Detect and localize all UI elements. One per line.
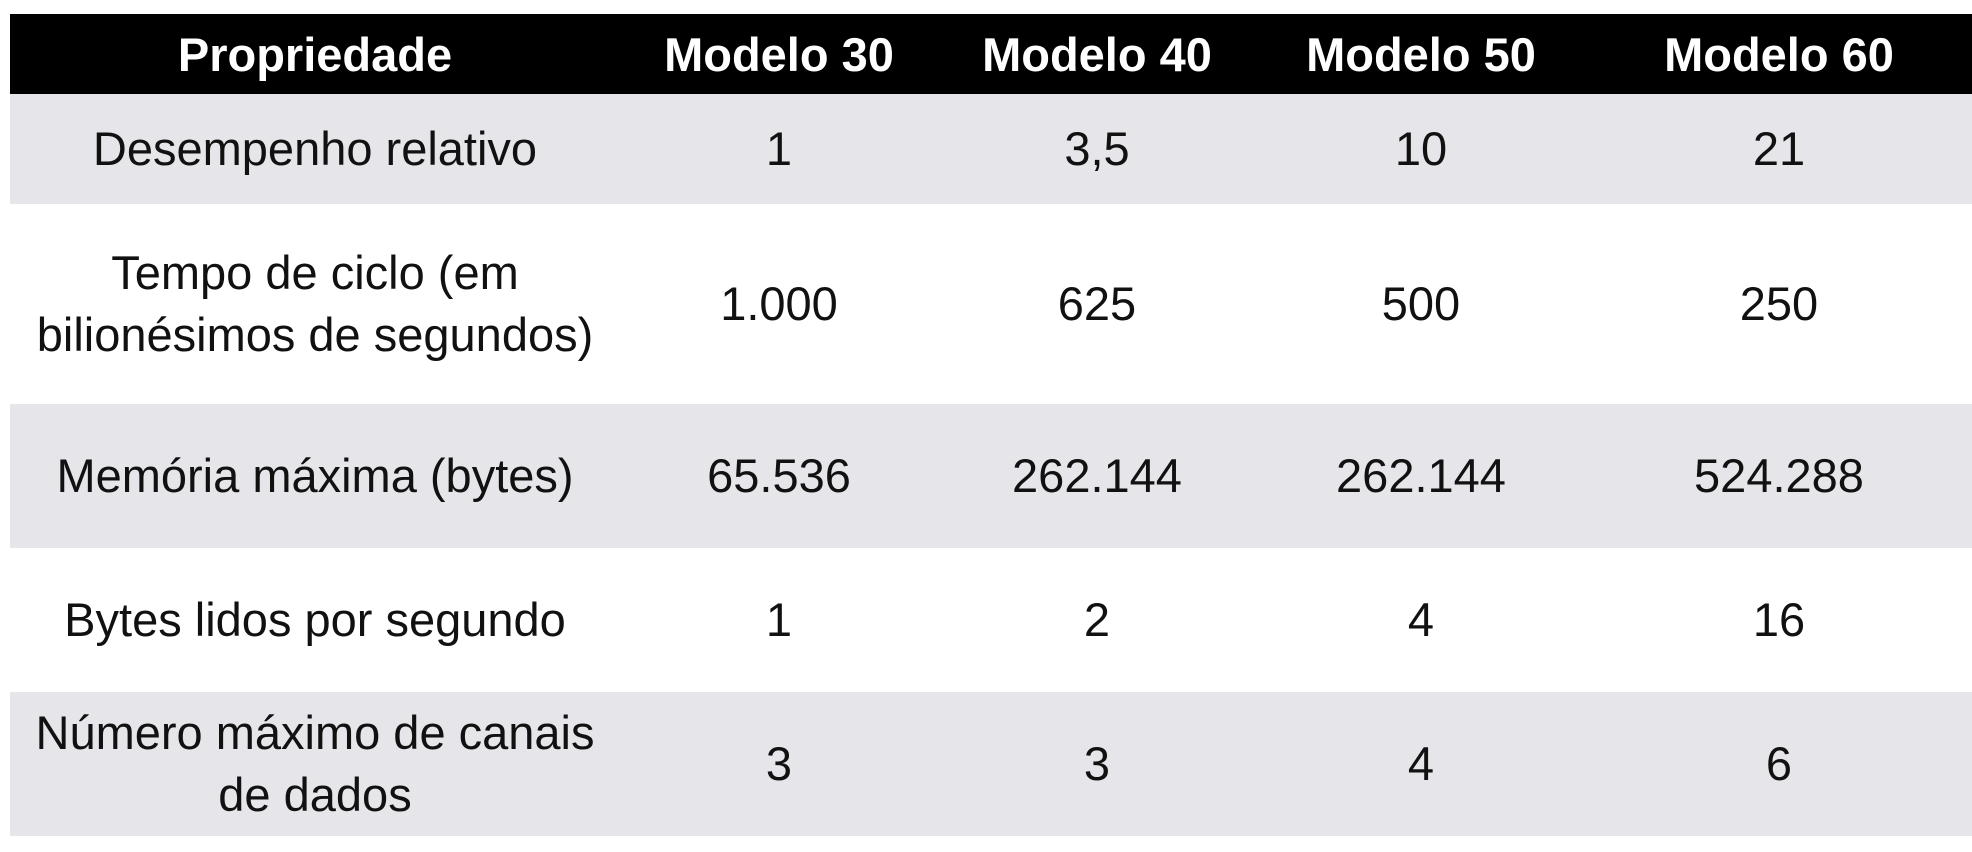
property-cell: Número máximo de canais de dados (35, 705, 595, 822)
table-header-row: Propriedade Modelo 30 Modelo 40 Modelo 5… (10, 14, 1972, 94)
value-cell: 625 (1057, 276, 1137, 330)
value-cell: 1.000 (720, 276, 838, 330)
column-header-property: Propriedade (177, 27, 453, 81)
value-cell: 262.144 (1336, 448, 1506, 502)
table-row: Tempo de ciclo (em bilionésimos de segun… (10, 204, 1972, 404)
value-cell: 16 (1752, 592, 1806, 646)
table-row: Número máximo de canais de dados 3 3 4 6 (10, 692, 1972, 836)
value-cell: 10 (1394, 121, 1448, 175)
column-header-modelo-60: Modelo 60 (1664, 27, 1894, 81)
value-cell: 2 (1083, 592, 1111, 646)
property-cell: Bytes lidos por segundo (64, 592, 566, 646)
value-cell: 1 (765, 121, 793, 175)
value-cell: 262.144 (1012, 448, 1182, 502)
property-cell: Tempo de ciclo (em bilionésimos de segun… (36, 245, 594, 362)
property-cell: Memória máxima (bytes) (56, 448, 574, 502)
table-row: Desempenho relativo 1 3,5 10 21 (10, 94, 1972, 204)
value-cell: 3,5 (1064, 121, 1130, 175)
value-cell: 500 (1381, 276, 1461, 330)
value-cell: 250 (1739, 276, 1819, 330)
value-cell: 21 (1752, 121, 1806, 175)
column-header-modelo-50: Modelo 50 (1306, 27, 1536, 81)
value-cell: 65.536 (707, 448, 851, 502)
table-row: Bytes lidos por segundo 1 2 4 16 (10, 548, 1972, 692)
column-header-modelo-30: Modelo 30 (664, 27, 894, 81)
value-cell: 4 (1407, 592, 1435, 646)
specifications-table: Propriedade Modelo 30 Modelo 40 Modelo 5… (10, 14, 1972, 836)
value-cell: 3 (1083, 736, 1111, 790)
value-cell: 4 (1407, 736, 1435, 790)
table-row: Memória máxima (bytes) 65.536 262.144 26… (10, 404, 1972, 548)
value-cell: 524.288 (1694, 448, 1864, 502)
value-cell: 6 (1765, 736, 1793, 790)
column-header-modelo-40: Modelo 40 (982, 27, 1212, 81)
value-cell: 3 (765, 736, 793, 790)
value-cell: 1 (765, 592, 793, 646)
property-cell: Desempenho relativo (92, 121, 538, 175)
